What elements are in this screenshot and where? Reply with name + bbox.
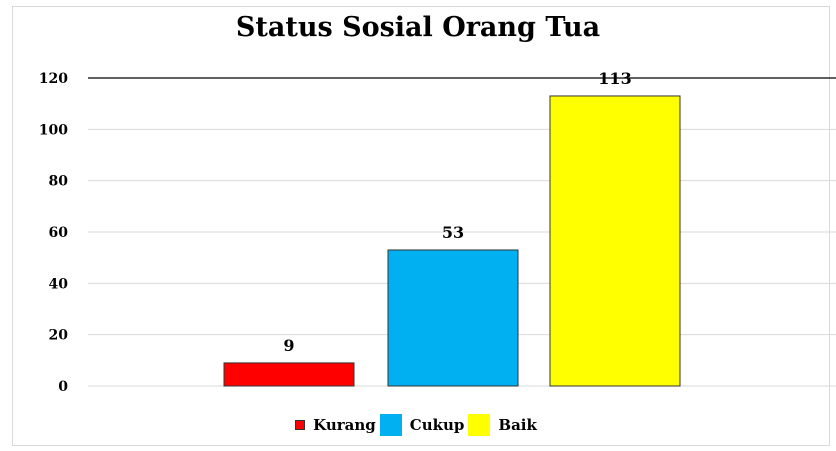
chart-title: Status Sosial Orang Tua — [235, 12, 601, 43]
legend-swatch-kurang — [295, 420, 306, 430]
y-tick-label: 40 — [49, 276, 69, 292]
legend-item-cukup: Cukup — [379, 414, 469, 436]
legend-swatch-cukup — [379, 414, 402, 436]
y-tick-label: 60 — [49, 225, 69, 241]
legend-label-baik: Baik — [498, 416, 537, 434]
data-label-cukup: 53 — [442, 223, 464, 242]
y-tick-label: 20 — [49, 328, 69, 344]
y-tick-label: 80 — [49, 174, 69, 190]
bar-cukup — [387, 249, 519, 387]
data-label-baik: 113 — [598, 69, 631, 88]
y-tick-label: 100 — [39, 122, 68, 138]
legend-item-kurang: Kurang — [295, 416, 380, 434]
y-tick-label: 0 — [58, 379, 68, 395]
y-tick-label: 120 — [39, 71, 68, 87]
legend-swatch-baik — [468, 414, 491, 436]
chart-legend: Kurang Cukup Baik — [0, 414, 836, 436]
data-label-kurang: 9 — [283, 336, 294, 355]
legend-item-baik: Baik — [468, 414, 541, 436]
legend-label-cukup: Cukup — [409, 416, 465, 434]
legend-label-kurang: Kurang — [313, 416, 376, 434]
bar-kurang — [223, 362, 355, 387]
bar-baik — [549, 95, 681, 387]
